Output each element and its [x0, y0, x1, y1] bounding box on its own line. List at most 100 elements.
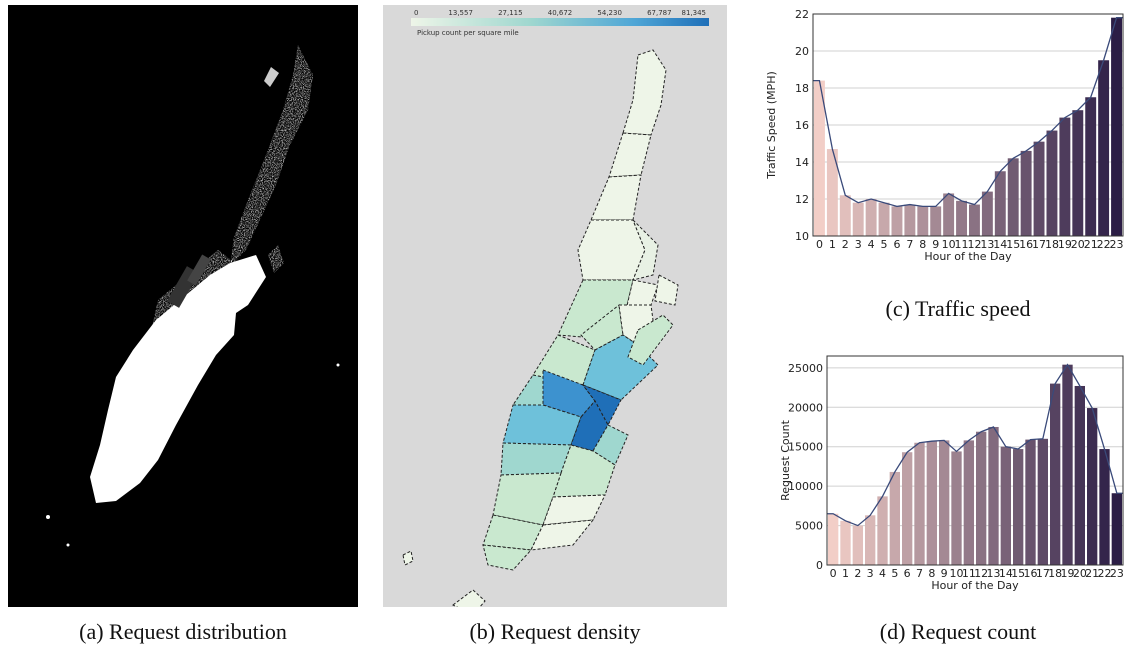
- region-roosevelt: [627, 314, 674, 366]
- colorbar-tick-label: 13,557: [448, 9, 473, 17]
- x-tick-label: 15: [1011, 567, 1025, 580]
- x-tick-label: 3: [855, 238, 862, 251]
- x-tick-label: 16: [1024, 567, 1038, 580]
- x-tick-label: 16: [1019, 238, 1033, 251]
- y-tick-label: 25000: [788, 362, 823, 375]
- bar: [981, 191, 993, 236]
- outlier-point: [66, 543, 70, 547]
- x-tick-label: 1: [829, 238, 836, 251]
- x-tick-label: 11: [962, 567, 976, 580]
- bar: [943, 193, 955, 236]
- x-axis-label: Hour of the Day: [931, 579, 1019, 592]
- bar: [1037, 438, 1048, 565]
- region-randalls: [654, 274, 679, 306]
- dense-core-points: [90, 255, 266, 503]
- x-tick-label: 4: [879, 567, 886, 580]
- request-distribution-panel: [8, 5, 358, 607]
- x-tick-label: 23: [1110, 567, 1124, 580]
- density-colorbar: 0 13,557 27,115 40,672 54,230 67,787 81,345 Pi…: [411, 9, 709, 37]
- x-tick-label: 3: [867, 567, 874, 580]
- x-tick-label: 0: [816, 238, 823, 251]
- x-tick-label: 22: [1097, 238, 1111, 251]
- region-west-village: [500, 442, 572, 476]
- upper-manhattan-points: [230, 45, 313, 267]
- x-tick-label: 20: [1071, 238, 1085, 251]
- caption-b: (b) Request density: [469, 619, 641, 644]
- bar: [852, 525, 863, 565]
- y-tick-label: 14: [795, 156, 809, 169]
- x-tick-label: 7: [916, 567, 923, 580]
- region-harlem: [577, 219, 646, 281]
- x-tick-label: 18: [1045, 238, 1059, 251]
- y-axis-label: Traffic Speed (MPH): [765, 71, 778, 180]
- request-density-map: 0 13,557 27,115 40,672 54,230 67,787 81,345 Pi…: [383, 5, 727, 616]
- x-tick-label: 12: [974, 567, 988, 580]
- bar: [889, 471, 900, 565]
- bar: [852, 202, 864, 236]
- bar: [988, 426, 999, 565]
- x-tick-label: 2: [854, 567, 861, 580]
- y-tick-label: 12: [795, 193, 809, 206]
- x-tick-label: 5: [891, 567, 898, 580]
- x-tick-label: 1: [842, 567, 849, 580]
- x-tick-label: 19: [1058, 238, 1072, 251]
- x-tick-label: 14: [993, 238, 1007, 251]
- x-tick-label: 23: [1110, 238, 1124, 251]
- bar: [1072, 110, 1084, 236]
- bar: [1046, 130, 1058, 236]
- region-kips-bay: [592, 424, 629, 466]
- bar: [1098, 60, 1110, 236]
- bar: [1099, 449, 1110, 565]
- outlier-point: [46, 515, 50, 519]
- bar: [865, 199, 877, 236]
- y-tick-label: 16: [795, 119, 809, 132]
- midtown-edge-points: [148, 250, 238, 345]
- x-tick-label: 6: [893, 238, 900, 251]
- region-murray-hill: [570, 400, 609, 452]
- x-tick-label: 10: [942, 238, 956, 251]
- bar: [1020, 150, 1032, 236]
- y-tick-label: 20000: [788, 401, 823, 414]
- x-tick-label: 8: [919, 238, 926, 251]
- x-tick-label: 12: [967, 238, 981, 251]
- region-east-harlem: [632, 219, 659, 281]
- y-tick-label: 5000: [795, 520, 823, 533]
- x-tick-label: 15: [1006, 238, 1020, 251]
- y-tick-label: 22: [795, 8, 809, 21]
- bar: [1033, 141, 1045, 236]
- dark-block: [187, 254, 211, 286]
- region-liberty-island: [402, 550, 414, 566]
- caption-a: (a) Request distribution: [79, 619, 287, 644]
- bar: [994, 171, 1006, 236]
- x-tick-label: 13: [980, 238, 994, 251]
- bar: [1050, 383, 1061, 565]
- bar: [891, 206, 903, 236]
- colorbar-tick-label: 67,787: [647, 9, 672, 17]
- bar: [839, 195, 851, 236]
- region-chinatown: [530, 519, 595, 551]
- region-inwood: [622, 49, 667, 136]
- bar: [963, 440, 974, 565]
- colorbar-tick-label: 27,115: [498, 9, 523, 17]
- request-distribution-map: [8, 5, 358, 607]
- request-density-panel: 0 13,557 27,115 40,672 54,230 67,787 81,345 Pi…: [383, 5, 727, 616]
- x-tick-label: 11: [955, 238, 969, 251]
- x-tick-label: 17: [1032, 238, 1046, 251]
- upper-tip-points: [264, 67, 279, 87]
- bar: [865, 515, 876, 565]
- plot-frame: [812, 13, 1124, 237]
- region-lower-east-side: [542, 494, 606, 526]
- x-tick-label: 22: [1098, 567, 1112, 580]
- bar: [1025, 439, 1036, 565]
- bar: [1013, 449, 1024, 565]
- x-tick-label: 4: [868, 238, 875, 251]
- bar: [1062, 364, 1073, 565]
- bar: [1111, 17, 1122, 237]
- bar: [1085, 97, 1097, 236]
- x-tick-label: 21: [1084, 238, 1098, 251]
- bar: [956, 200, 967, 236]
- x-tick-label: 17: [1036, 567, 1050, 580]
- bar: [1000, 446, 1011, 565]
- x-tick-label: 7: [906, 238, 913, 251]
- bar: [926, 441, 937, 565]
